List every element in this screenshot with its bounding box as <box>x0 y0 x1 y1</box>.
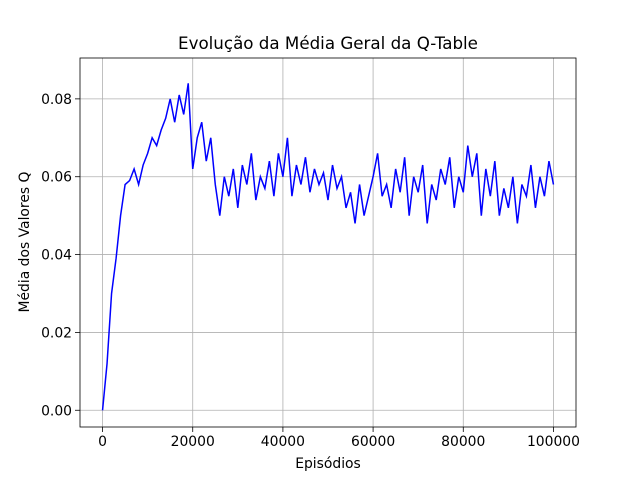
y-tick-label: 0.08 <box>41 92 72 108</box>
x-tick-label: 100000 <box>527 434 580 450</box>
x-axis-label: Episódios <box>295 456 361 472</box>
data-line <box>101 83 555 411</box>
y-tick-label: 0.00 <box>41 403 72 419</box>
x-tick-label: 60000 <box>351 434 395 450</box>
x-tick-label: 80000 <box>441 434 485 450</box>
y-tick-label: 0.06 <box>41 170 72 186</box>
x-tick-label: 0 <box>98 434 107 450</box>
y-tick-label: 0.04 <box>41 248 72 264</box>
x-tick-label: 20000 <box>171 434 215 450</box>
y-axis-label: Média dos Valores Q <box>17 171 33 312</box>
y-tick-label: 0.02 <box>41 325 72 341</box>
chart-title: Evolução da Média Geral da Q-Table <box>178 33 478 53</box>
axes-frame <box>79 57 577 428</box>
x-tick-label: 40000 <box>261 434 305 450</box>
